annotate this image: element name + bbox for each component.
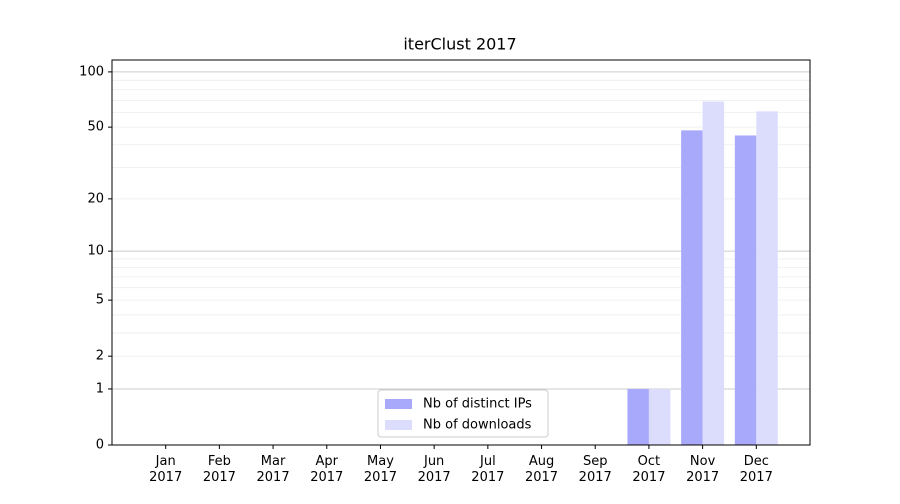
- x-tick-label: Jun 2017: [418, 454, 451, 485]
- legend-label: Nb of distinct IPs: [423, 397, 532, 412]
- x-tick-label: Dec 2017: [740, 454, 773, 485]
- y-tick-label: 100: [79, 64, 104, 79]
- legend: Nb of distinct IPs Nb of downloads: [377, 389, 549, 438]
- x-tick-label: Feb 2017: [203, 454, 236, 485]
- legend-box: [377, 389, 549, 438]
- x-tick-label: Sep 2017: [579, 454, 612, 485]
- x-tick-label: Nov 2017: [686, 454, 719, 485]
- legend-swatch: [385, 420, 412, 430]
- y-tick-label: 1: [96, 381, 104, 396]
- legend-label: Nb of downloads: [423, 418, 532, 433]
- x-tick-label: Jul 2017: [471, 454, 504, 485]
- y-tick-label: 10: [87, 244, 104, 259]
- x-tick-label: Aug 2017: [525, 454, 558, 485]
- y-tick-label: 0: [96, 438, 104, 453]
- bar: [627, 388, 649, 445]
- bar: [734, 135, 757, 445]
- y-tick-label: 20: [87, 191, 104, 206]
- x-tick-label: Oct 2017: [632, 454, 665, 485]
- bar: [681, 130, 703, 445]
- chart-title: iterClust 2017: [403, 35, 516, 54]
- bar: [756, 111, 778, 446]
- plot-frame: [111, 59, 811, 446]
- x-tick-label: May 2017: [364, 454, 397, 485]
- x-tick-label: Jan 2017: [149, 454, 182, 485]
- bar: [702, 101, 725, 446]
- y-tick-label: 2: [96, 349, 104, 364]
- x-tick-label: Apr 2017: [310, 454, 343, 485]
- x-tick-label: Mar 2017: [257, 454, 290, 485]
- legend-swatch: [385, 399, 412, 409]
- bar: [648, 388, 671, 445]
- y-tick-label: 50: [87, 120, 104, 135]
- y-tick-label: 5: [96, 293, 104, 308]
